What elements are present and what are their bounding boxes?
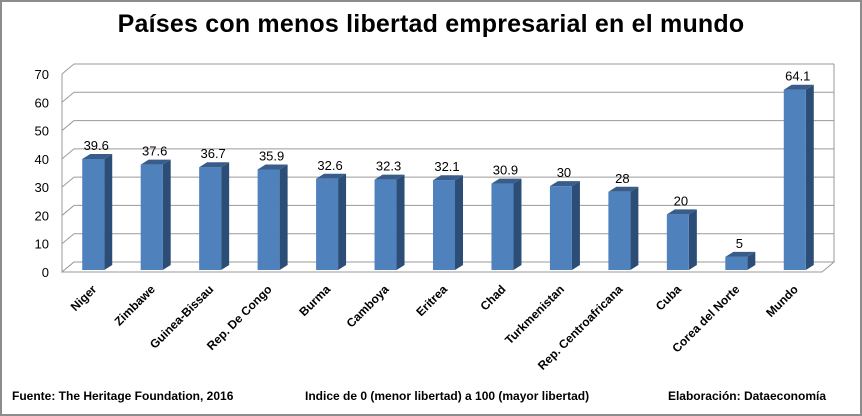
footer-credit: Elaboración: Dataeconomía: [667, 389, 826, 403]
bar: [257, 169, 280, 270]
y-tick-label: 30: [35, 180, 49, 195]
bar-side: [747, 251, 756, 270]
bar: [491, 183, 514, 270]
bar-top: [199, 162, 230, 168]
data-label: 5: [736, 236, 743, 251]
y-tick-label: 0: [42, 265, 49, 280]
bar-side: [162, 159, 171, 270]
x-tick-label: Turkmenistan: [502, 282, 567, 347]
bar-top: [433, 175, 463, 181]
data-label: 32.3: [376, 159, 401, 174]
bar-side: [455, 175, 463, 270]
bar: [316, 178, 339, 270]
data-label: 32.6: [317, 158, 342, 173]
bar: [783, 89, 806, 270]
x-tick-label: Cuba: [653, 282, 684, 313]
bar-top: [140, 159, 171, 165]
x-tick-label: Chad: [477, 282, 508, 313]
y-tick-label: 70: [35, 67, 49, 82]
bar: [433, 180, 455, 270]
x-tick-label: Eritrea: [413, 282, 450, 319]
data-label: 35.9: [259, 148, 284, 163]
bar: [549, 186, 572, 270]
bar: [374, 179, 397, 270]
data-label: 30: [557, 165, 571, 180]
x-tick-label: Zimbawe: [112, 282, 158, 328]
footer-note: Indice de 0 (menor libertad) a 100 (mayo…: [305, 389, 590, 403]
bar-side: [630, 186, 639, 270]
chart-title: Países con menos libertad empresarial en…: [117, 10, 745, 38]
gridline-diag: [61, 176, 75, 188]
y-tick-label: 20: [35, 208, 49, 223]
bar-side: [688, 209, 697, 270]
gridline-diag: [61, 205, 75, 216]
bar: [199, 167, 222, 270]
bar-side: [396, 174, 405, 270]
bar: [608, 191, 631, 270]
bar: [140, 164, 163, 270]
y-tick-label: 40: [35, 152, 49, 167]
bar-side: [338, 173, 347, 270]
bar-top: [316, 173, 347, 179]
bar-top: [608, 186, 639, 192]
data-label: 32.1: [434, 159, 459, 174]
x-tick-label: Niger: [68, 282, 100, 314]
footer-source: Fuente: The Heritage Foundation, 2016: [12, 389, 234, 403]
bar-top: [491, 178, 522, 184]
x-tick-label: Camboya: [344, 282, 392, 330]
data-label: 28: [615, 171, 629, 186]
data-label: 20: [674, 193, 688, 208]
bar: [666, 214, 689, 270]
bar: [82, 158, 105, 270]
gridline-diag: [61, 91, 75, 103]
x-tick-label: Mundo: [763, 282, 801, 320]
bar-top: [257, 164, 288, 170]
bar-side: [104, 153, 113, 270]
bar-side: [805, 84, 814, 270]
y-tick-label: 50: [35, 124, 49, 139]
data-label: 30.9: [493, 163, 518, 178]
bar-side: [513, 178, 522, 270]
bar-top: [374, 174, 405, 180]
y-tick-label: 60: [35, 95, 49, 110]
gridline-diag: [61, 120, 75, 131]
gridline-diag: [61, 148, 75, 160]
data-label: 64.1: [785, 69, 810, 84]
bar-top: [549, 181, 580, 187]
data-label: 37.6: [142, 144, 167, 159]
bar-top: [725, 251, 756, 257]
x-tick-label: Burma: [296, 282, 333, 319]
bar-side: [571, 181, 580, 270]
bar-side: [279, 164, 288, 270]
bar: [725, 256, 748, 270]
data-label: 36.7: [200, 146, 225, 161]
bar-top: [82, 153, 113, 159]
gridline-diag: [61, 233, 75, 245]
bar-top: [666, 209, 697, 215]
gridline-diag: [61, 63, 75, 75]
bar-side: [221, 162, 230, 270]
y-tick-label: 10: [35, 237, 49, 252]
bar-top: [783, 84, 814, 90]
data-label: 39.6: [84, 138, 109, 153]
